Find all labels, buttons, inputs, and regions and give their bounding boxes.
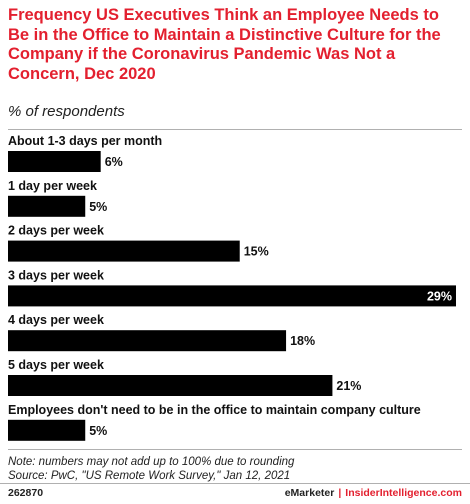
chart-notes: Note: numbers may not add up to 100% due… bbox=[8, 455, 464, 483]
chart-id: 262870 bbox=[8, 487, 44, 499]
bar bbox=[8, 151, 101, 172]
category-label: 2 days per week bbox=[8, 224, 104, 238]
footer-divider bbox=[0, 483, 470, 484]
category-label: 1 day per week bbox=[8, 179, 97, 193]
bar bbox=[8, 240, 240, 262]
data-label: 29% bbox=[427, 289, 452, 303]
data-label: 5% bbox=[89, 424, 107, 438]
source-note: Source: PwC, "US Remote Work Survey," Ja… bbox=[8, 470, 291, 482]
bar bbox=[8, 285, 456, 307]
category-label: Employees don't need to be in the office… bbox=[8, 403, 421, 417]
data-label: 6% bbox=[105, 155, 123, 169]
brand-separator: | bbox=[338, 487, 342, 499]
brand-emarketer: eMarketer bbox=[284, 487, 335, 499]
bar bbox=[8, 419, 86, 441]
bar bbox=[8, 330, 287, 352]
data-label: 18% bbox=[290, 334, 315, 348]
data-label: 21% bbox=[336, 379, 361, 393]
bar-chart: About 1-3 days per month 6% 1 day per week… bbox=[8, 134, 456, 441]
top-divider bbox=[8, 129, 462, 130]
category-label: 5 days per week bbox=[8, 358, 104, 372]
footer-brand: eMarketer | InsiderIntelligence.com bbox=[285, 487, 462, 499]
category-label: About 1-3 days per month bbox=[8, 134, 162, 148]
chart-title: Frequency US Executives Think an Employe… bbox=[8, 6, 441, 83]
data-label: 15% bbox=[244, 245, 269, 259]
bar bbox=[8, 195, 86, 217]
category-label: 3 days per week bbox=[8, 268, 104, 282]
brand-insider-intelligence: InsiderIntelligence.com bbox=[345, 487, 462, 499]
rounding-note: Note: numbers may not add up to 100% due… bbox=[8, 456, 295, 468]
category-label: 4 days per week bbox=[8, 313, 104, 327]
bar bbox=[8, 375, 333, 396]
data-label: 5% bbox=[89, 200, 107, 214]
chart-subtitle: % of respondents bbox=[8, 103, 125, 120]
bottom-divider bbox=[8, 449, 462, 450]
